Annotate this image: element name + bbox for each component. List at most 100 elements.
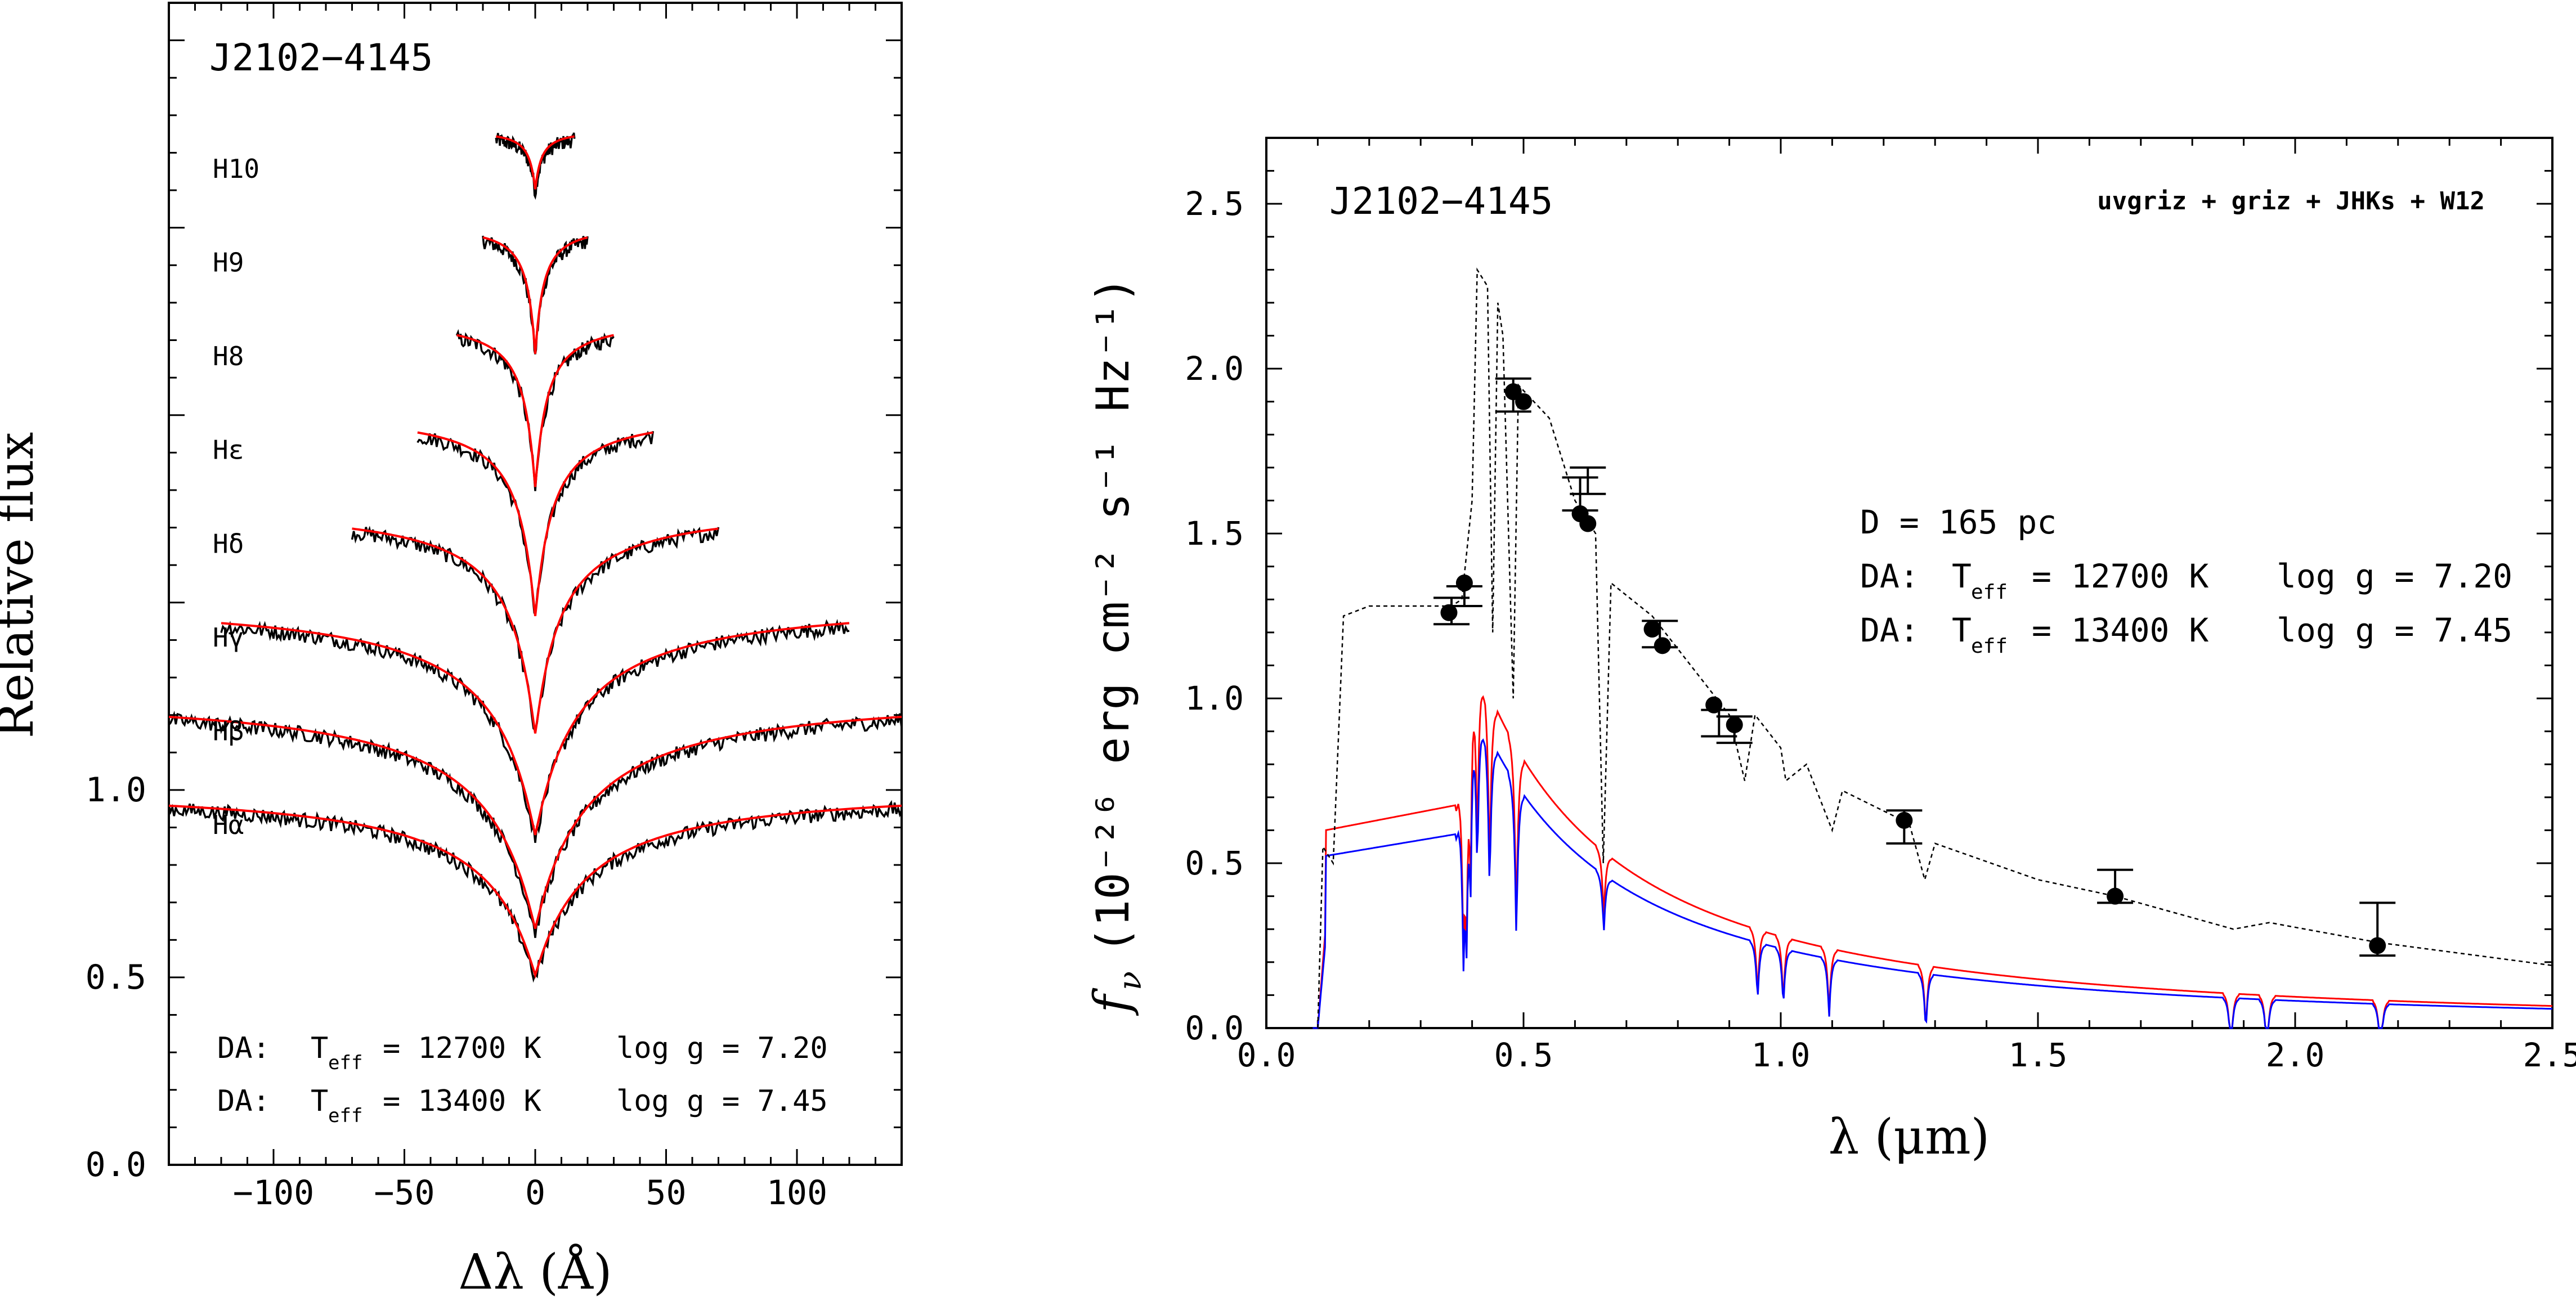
right-observed-point (1440, 604, 1458, 621)
left-axis-ticks (168, 3, 903, 1166)
left-model-2-logg: log g = 7.45 (616, 1084, 828, 1118)
right-synthetic-photometry (1433, 377, 2396, 957)
right-observed-point (1896, 811, 1913, 829)
right-model-1-prefix: DA: (1860, 557, 1919, 595)
right-observed-point (1515, 393, 1532, 410)
left-model-1-logg: log g = 7.20 (616, 1031, 828, 1065)
right-model-2-teff: T (1952, 611, 1972, 649)
left-model-spectrum (417, 431, 653, 617)
left-model-spectrum (168, 715, 902, 929)
right-observed-point (1726, 716, 1743, 733)
right-distance-label: D = 165 pc (1860, 503, 2057, 541)
right-observed-point (1705, 696, 1723, 714)
left-observed-spectrum (416, 430, 655, 614)
left-model-1-prefix: DA: (217, 1031, 270, 1065)
right-y-axis-label: f ν (10⁻²⁶ erg cm⁻² s⁻¹ Hz⁻¹) (1084, 276, 1149, 1016)
right-axis-ticks (1265, 137, 2553, 1029)
left-x-tick-labels: −100 −50 0 50 100 (233, 1173, 827, 1213)
right-observed-photometry (1440, 383, 2386, 954)
left-model-1-teff-sub: eff (328, 1052, 362, 1074)
left-y-tick-label: 1.0 (86, 770, 146, 810)
left-observed-spectrum (482, 235, 589, 355)
left-line-label: H9 (213, 248, 244, 278)
right-observed-point (1654, 637, 1671, 654)
right-model-curves (1312, 267, 2553, 1029)
right-model-1-teff-sub: eff (1971, 581, 2008, 604)
left-line-label: Hδ (213, 528, 244, 559)
right-x-tick-label: 1.0 (1751, 1036, 1811, 1074)
right-filters-label: uvgriz + griz + JHKs + W12 (2097, 187, 2485, 216)
right-observed-point (1643, 621, 1661, 638)
left-line-label: H8 (213, 341, 244, 371)
right-x-tick-label: 2.0 (2266, 1036, 2325, 1074)
right-observed-point (1579, 515, 1597, 532)
left-model-2-teff: T (311, 1084, 328, 1118)
right-x-axis-label: λ (μm) (1829, 1109, 1990, 1165)
right-y-tick-labels: 0.0 0.5 1.0 1.5 2.0 2.5 (1185, 185, 1244, 1047)
left-y-tick-label: 0.5 (86, 958, 146, 997)
left-model-spectrum (456, 334, 614, 487)
left-y-tick-label: 0.0 (86, 1145, 146, 1185)
left-x-tick-label: 100 (767, 1173, 827, 1213)
left-observed-spectrum (168, 800, 903, 983)
left-line-label: H10 (213, 154, 259, 184)
right-observed-point (2369, 937, 2386, 954)
left-x-axis-label: Δλ (Å) (458, 1244, 612, 1300)
right-model-2-teff-sub: eff (1971, 635, 2008, 658)
right-model-curve-12700K (1312, 695, 2553, 1029)
right-panel-sed: 0.0 0.5 1.0 1.5 2.0 2.5 0.0 0.5 1.0 1.5 2.0 2.5 J2… (1084, 137, 2576, 1165)
left-y-tick-labels: 0.0 0.5 1.0 (86, 770, 146, 1185)
left-model-line-1: DA: T eff = 12700 K log g = 7.20 (217, 1031, 828, 1074)
left-line-labels: H10 H9 H8 Hε Hδ Hγ Hβ Hα (213, 154, 259, 840)
right-model-2-logg: log g = 7.45 (2277, 611, 2512, 649)
left-plot-frame (168, 2, 903, 1166)
right-y-tick-label: 2.5 (1185, 185, 1244, 223)
right-y-tick-label: 0.0 (1185, 1009, 1244, 1047)
right-model-1-logg: log g = 7.20 (2277, 557, 2512, 595)
right-y-label-f: f (1084, 988, 1140, 1016)
left-observed-spectrum (168, 710, 903, 938)
left-model-2-prefix: DA: (217, 1084, 270, 1118)
right-observed-point (1455, 575, 1473, 591)
left-line-label: Hα (213, 810, 244, 840)
right-y-tick-label: 1.0 (1185, 679, 1244, 717)
right-y-label-units: (10⁻²⁶ erg cm⁻² s⁻¹ Hz⁻¹) (1087, 276, 1139, 954)
left-model-spectrum (168, 804, 902, 979)
left-observed-spectrum (455, 329, 615, 491)
left-x-tick-label: 50 (646, 1173, 686, 1213)
right-model-line-1: DA: T eff = 12700 K log g = 7.20 (1860, 557, 2512, 604)
left-model-spectrum (221, 622, 850, 836)
left-observed-spectrum (220, 618, 850, 843)
left-x-tick-label: −50 (374, 1173, 434, 1213)
right-model-1-teff: T (1952, 557, 1972, 595)
left-model-line-2: DA: T eff = 13400 K log g = 7.45 (217, 1084, 828, 1127)
right-x-tick-labels: 0.0 0.5 1.0 1.5 2.0 2.5 (1237, 1036, 2576, 1074)
right-object-label: J2102−4145 (1329, 180, 1553, 223)
left-model-spectrum (482, 236, 588, 354)
right-observed-point (2107, 887, 2124, 905)
right-y-tick-label: 2.0 (1185, 349, 1244, 388)
left-panel-spectra: −100 −50 0 50 100 0.00.51.0 H10H9H8HεHδHγHβH… (0, 2, 903, 1300)
left-series-group (168, 132, 903, 983)
left-model-1-teff-value: = 12700 K (383, 1031, 541, 1065)
left-model-spectrum (352, 527, 719, 734)
right-model-2-prefix: DA: (1860, 611, 1919, 649)
right-x-tick-label: 0.5 (1494, 1036, 1553, 1074)
left-x-tick-label: −100 (233, 1173, 315, 1213)
left-object-label: J2102−4145 (209, 36, 433, 79)
left-observed-spectrum (351, 526, 720, 733)
right-model-curve-13400K (1312, 738, 2553, 1029)
right-y-label-sub: ν (1112, 971, 1149, 990)
left-line-label: Hε (213, 435, 244, 465)
right-plot-frame (1265, 137, 2553, 1029)
left-observed-spectrum (495, 132, 576, 200)
right-x-tick-label: 1.5 (2009, 1036, 2068, 1074)
right-y-tick-label: 1.5 (1185, 514, 1244, 553)
left-model-2-teff-sub: eff (328, 1105, 362, 1127)
left-model-1-teff: T (311, 1031, 328, 1065)
right-x-tick-label: 2.5 (2523, 1036, 2576, 1074)
left-x-tick-label: 0 (525, 1173, 545, 1213)
right-model-1-teff-value: = 12700 K (2032, 557, 2208, 595)
right-composite-fit (1317, 267, 2553, 1029)
